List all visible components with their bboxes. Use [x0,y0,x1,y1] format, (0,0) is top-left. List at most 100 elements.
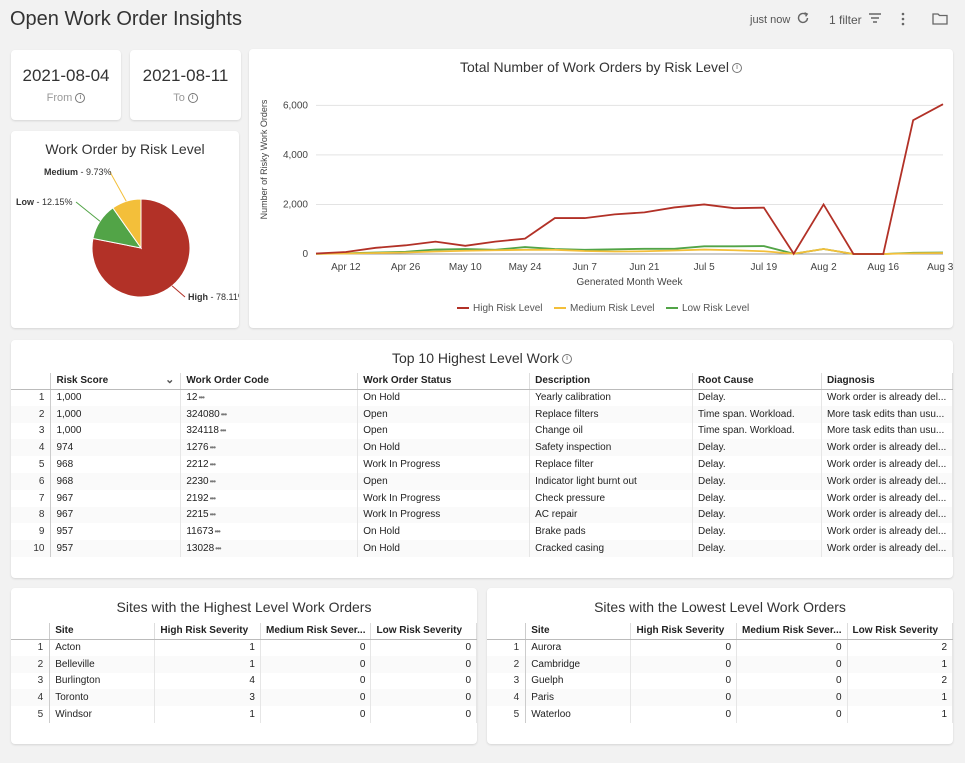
more-dots-icon[interactable]: ••• [209,476,216,486]
more-dots-icon[interactable]: ••• [214,527,220,537]
row-index: 4 [487,689,527,707]
sort-chevron-icon[interactable]: ⌄ [165,374,175,386]
table-cell: Work order is already del... [821,540,953,557]
table-cell: Replace filters [529,405,693,423]
filter-icon[interactable] [868,12,882,27]
refresh-icon[interactable] [796,11,810,28]
column-header[interactable]: Risk Score ⌄ [50,373,182,390]
table-cell: Open [357,405,531,423]
more-dots-icon[interactable]: ••• [220,426,226,436]
x-tick-label: Aug 30 [927,262,953,273]
refresh-status: just now [750,14,791,26]
column-header[interactable]: Medium Risk Sever... [260,623,372,640]
table-cell: 1,000 [50,389,182,406]
from-date-card[interactable]: 2021-08-04 From i [11,50,121,120]
column-header[interactable]: Site [525,623,632,640]
series-line-high-risk-level[interactable] [315,103,944,256]
table-cell: Work order is already del... [821,439,953,457]
to-label-text: To [173,92,185,104]
more-dots-icon[interactable]: ••• [220,409,227,419]
filter-button[interactable]: 1 filter [829,13,862,27]
row-index: 1 [11,389,52,406]
table-cell: 2215••• [180,506,359,524]
x-tick-label: Jun 21 [629,262,659,273]
column-header[interactable]: Root Cause [692,373,822,390]
column-header[interactable]: High Risk Severity [154,623,261,640]
table-row[interactable]: 3 Burlington 4 0 0 [11,672,477,690]
table-row[interactable]: 1 Acton 1 0 0 [11,639,477,656]
more-dots-icon[interactable]: ••• [209,510,216,520]
table-row[interactable]: 4 974 1276••• On Hold Safety inspection Delay… [11,439,953,457]
row-index: 5 [487,706,527,723]
table-row[interactable]: 7 967 2192••• Work In Progress Check pressur… [11,489,953,507]
table-cell: 0 [630,672,738,690]
legend-entry[interactable]: High Risk Level [473,303,542,314]
column-header[interactable]: Low Risk Severity [370,623,477,640]
x-tick-label: May 10 [449,262,482,273]
table-cell: Delay. [692,523,822,541]
row-index: 5 [11,456,52,473]
table-row[interactable]: 5 Windsor 1 0 0 [11,706,477,723]
row-index: 2 [11,655,51,673]
to-date-card[interactable]: 2021-08-11 To i [130,50,241,120]
column-header[interactable]: Work Order Status [357,373,531,390]
info-icon[interactable]: i [731,63,742,74]
column-header[interactable]: High Risk Severity [630,623,738,640]
pie-chart-title: Work Order by Risk Level [45,141,205,157]
table-row[interactable]: 3 Guelph 0 0 2 [487,672,953,690]
more-dots-icon[interactable]: ••• [198,393,204,403]
top10-table: Risk Score ⌄ Work Order Code Work Order Sta… [11,373,953,557]
info-icon[interactable]: i [562,354,573,365]
table-row[interactable]: 2 1,000 324080••• Open Replace filters Time s… [11,405,953,423]
table-row[interactable]: 5 Waterloo 0 0 1 [487,706,953,723]
table-row[interactable]: 1 1,000 12••• On Hold Yearly calibration Dela… [11,389,953,406]
table-row[interactable]: 4 Toronto 3 0 0 [11,689,477,707]
table-cell: 0 [370,689,477,707]
legend-entry[interactable]: Low Risk Level [682,303,749,314]
x-tick-label: Jun 7 [572,262,597,273]
more-dots-icon[interactable]: ••• [209,443,216,453]
to-date-label: To i [130,92,241,104]
column-header[interactable]: Description [529,373,693,390]
table-row[interactable]: 9 957 11673••• On Hold Brake pads Delay. Work … [11,523,953,541]
folder-icon[interactable] [932,12,948,28]
table-row[interactable]: 8 967 2215••• Work In Progress AC repair Dela… [11,506,953,524]
x-tick-label: Jul 5 [694,262,716,273]
info-icon[interactable]: i [187,93,198,104]
table-row[interactable]: 1 Aurora 0 0 2 [487,639,953,656]
column-header[interactable]: Medium Risk Sever... [736,623,848,640]
pie-chart: High - 78.11% Low - 12.15% Medium - 9.73% [16,167,239,302]
table-cell: 1,000 [50,422,182,440]
table-cell: 0 [736,639,848,656]
sites-high-card: Sites with the Highest Level Work Orders… [11,588,477,744]
table-row[interactable]: 6 968 2230••• Open Indicator light burnt out… [11,472,953,490]
column-header[interactable]: Low Risk Severity [847,623,953,640]
more-dots-icon[interactable]: ••• [215,544,221,554]
table-row[interactable]: 4 Paris 0 0 1 [487,689,953,707]
table-row[interactable]: 2 Cambridge 0 0 1 [487,655,953,673]
info-icon[interactable]: i [75,93,86,104]
column-header[interactable]: Site [49,623,156,640]
table-cell: 0 [370,706,477,723]
x-tick-label: May 24 [509,262,542,273]
sites-low-header-row: Site High Risk Severity Medium Risk Sever.… [487,623,953,640]
more-dots-icon[interactable]: ••• [209,493,216,503]
table-row[interactable]: 10 957 13028••• On Hold Cracked casing Delay.… [11,540,953,557]
legend-entry[interactable]: Medium Risk Level [570,303,654,314]
column-header[interactable]: Diagnosis [821,373,953,390]
table-row[interactable]: 2 Belleville 1 0 0 [11,655,477,673]
table-row[interactable]: 3 1,000 324118••• Open Change oil Time span. … [11,422,953,440]
pie-slice-medium[interactable] [112,198,142,250]
table-cell: Paris [525,689,632,707]
table-cell: Toronto [49,689,156,707]
more-options-icon[interactable] [900,12,906,29]
table-cell: Cambridge [525,655,632,673]
table-row[interactable]: 5 968 2212••• Work In Progress Replace filte… [11,456,953,473]
column-header[interactable]: Work Order Code [180,373,359,390]
sites-low-table: Site High Risk Severity Medium Risk Sever.… [487,623,953,723]
table-cell: 0 [630,689,738,707]
series-line-medium-risk-level[interactable] [315,248,944,255]
table-cell: Aurora [525,639,632,656]
more-dots-icon[interactable]: ••• [209,460,216,470]
table-cell: Delay. [692,472,822,490]
